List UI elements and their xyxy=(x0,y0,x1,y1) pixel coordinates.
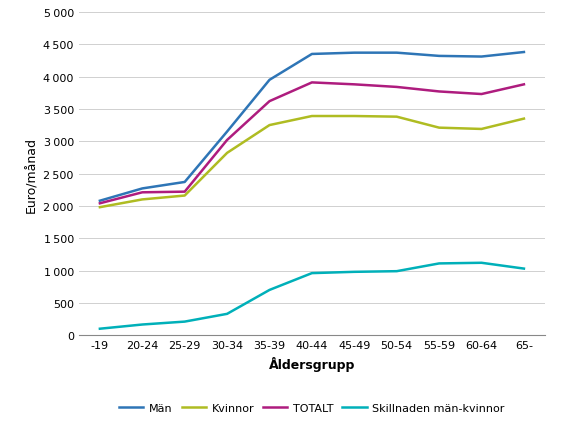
TOTALT xyxy=(139,190,146,195)
Män xyxy=(520,50,527,55)
X-axis label: Åldersgrupp: Åldersgrupp xyxy=(269,356,355,371)
TOTALT xyxy=(436,90,442,95)
Män xyxy=(97,199,103,204)
Skillnaden män-kvinnor xyxy=(224,311,230,316)
Män xyxy=(266,78,273,83)
TOTALT xyxy=(97,201,103,206)
Kvinnor xyxy=(436,126,442,131)
Män xyxy=(351,51,357,56)
Line: TOTALT: TOTALT xyxy=(100,83,524,204)
Kvinnor xyxy=(182,194,188,199)
Y-axis label: Euro/månad: Euro/månad xyxy=(25,136,38,212)
Line: Skillnaden män-kvinnor: Skillnaden män-kvinnor xyxy=(100,263,524,329)
Skillnaden män-kvinnor xyxy=(182,319,188,324)
Kvinnor xyxy=(224,151,230,156)
Män xyxy=(478,55,485,60)
Legend: Män, Kvinnor, TOTALT, Skillnaden män-kvinnor: Män, Kvinnor, TOTALT, Skillnaden män-kvi… xyxy=(115,399,509,418)
Skillnaden män-kvinnor xyxy=(309,271,315,276)
Skillnaden män-kvinnor xyxy=(478,261,485,266)
Kvinnor xyxy=(520,117,527,122)
Kvinnor xyxy=(139,197,146,203)
TOTALT xyxy=(351,83,357,88)
Kvinnor xyxy=(351,114,357,120)
Män xyxy=(309,52,315,57)
Skillnaden män-kvinnor xyxy=(393,269,400,274)
Skillnaden män-kvinnor xyxy=(351,270,357,275)
Skillnaden män-kvinnor xyxy=(436,261,442,267)
Skillnaden män-kvinnor xyxy=(139,322,146,327)
TOTALT xyxy=(478,92,485,98)
Män xyxy=(436,54,442,59)
TOTALT xyxy=(309,81,315,86)
Män xyxy=(393,51,400,56)
Kvinnor xyxy=(478,127,485,132)
Män xyxy=(139,187,146,192)
TOTALT xyxy=(520,83,527,88)
Line: Kvinnor: Kvinnor xyxy=(100,117,524,208)
Kvinnor xyxy=(266,123,273,128)
TOTALT xyxy=(266,99,273,104)
Skillnaden män-kvinnor xyxy=(97,326,103,332)
Kvinnor xyxy=(393,115,400,120)
Män xyxy=(182,180,188,185)
Män xyxy=(224,130,230,135)
Skillnaden män-kvinnor xyxy=(266,288,273,293)
Kvinnor xyxy=(97,205,103,210)
Skillnaden män-kvinnor xyxy=(520,266,527,272)
TOTALT xyxy=(182,190,188,195)
Line: Män: Män xyxy=(100,53,524,201)
TOTALT xyxy=(393,85,400,90)
Kvinnor xyxy=(309,114,315,120)
TOTALT xyxy=(224,138,230,143)
